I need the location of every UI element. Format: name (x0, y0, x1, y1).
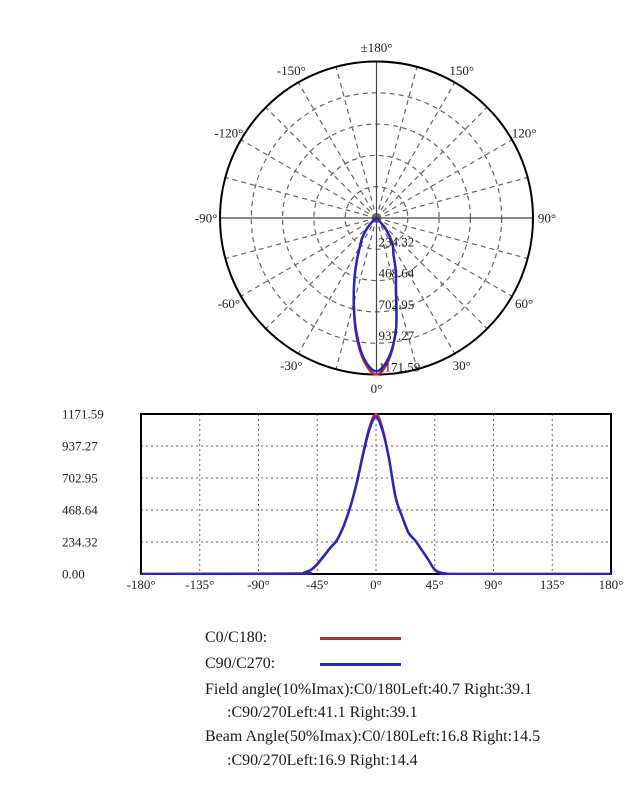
polar-spoke (225, 217, 377, 260)
y-tick-label: 234.32 (62, 534, 98, 549)
beam-angle-c90-text: :C90/270Left:16.9 Right:14.4 (227, 752, 418, 769)
y-tick-label: 1171.59 (62, 407, 104, 422)
polar-angle-label: ±180° (361, 40, 393, 55)
x-tick-label: 180° (599, 577, 624, 592)
x-tick-label: 0° (370, 577, 382, 592)
polar-spoke (376, 106, 488, 219)
polar-angle-label: 150° (449, 63, 474, 78)
polar-angle-label: 30° (453, 358, 471, 373)
polar-chart: 234.32 468.64 702.95 937.27 1171.59 0° 30° 60° 9… (195, 40, 556, 396)
polar-spoke (376, 176, 528, 219)
y-tick-label: 702.95 (62, 471, 98, 486)
x-tick-label: -45° (306, 577, 329, 592)
polar-spoke (240, 217, 377, 297)
y-tick-label: 0.00 (62, 567, 85, 582)
polar-ring-label: 937.27 (379, 328, 415, 343)
x-tick-label: 45° (426, 577, 444, 592)
polar-spoke (376, 139, 513, 219)
x-tick-label: -135° (185, 577, 214, 592)
polar-angle-label: 90° (538, 211, 556, 226)
polar-angle-label: -60° (218, 296, 241, 311)
polar-spoke (297, 217, 378, 354)
legend-c90-line-swatch (320, 663, 401, 666)
polar-spoke (375, 217, 418, 370)
polar-ring-label: 234.32 (379, 234, 415, 249)
x-tick-label: -90° (247, 577, 270, 592)
polar-ring-label: 468.64 (379, 266, 415, 281)
polar-spoke (375, 217, 456, 354)
polar-angle-label: 120° (512, 125, 537, 140)
polar-ring-label: 1171.59 (379, 360, 421, 375)
polar-angle-label: -120° (214, 125, 243, 140)
polar-spoke (335, 66, 378, 219)
legend-c90-label: C90/C270: (205, 655, 276, 672)
polar-spoke (240, 139, 377, 219)
polar-angle-label: -30° (280, 358, 303, 373)
polar-spoke (376, 217, 528, 260)
polar-spoke (376, 217, 513, 297)
intensity-curve-C90-C270 (140, 416, 611, 575)
x-tick-label: 90° (484, 577, 502, 592)
y-tick-label: 937.27 (62, 439, 98, 454)
legend-c0-line-swatch (320, 637, 401, 640)
legend-c0-label: C0/C180: (205, 629, 268, 646)
field-angle-c90-text: :C90/270Left:41.1 Right:39.1 (227, 704, 418, 721)
y-tick-label: 468.64 (62, 502, 98, 517)
intensity-chart: 1171.59 937.27 702.95 468.64 234.32 0.00 -180°… (62, 407, 623, 593)
field-angle-c0-text: Field angle(10%Imax):C0/180Left:40.7 Rig… (205, 681, 533, 698)
polar-angle-label: 60° (515, 296, 533, 311)
polar-angle-label: 0° (371, 381, 383, 396)
polar-spoke (265, 217, 377, 330)
x-tick-label: -180° (126, 577, 155, 592)
polar-spoke (297, 82, 378, 219)
polar-spoke (225, 176, 377, 219)
beam-angle-c0-text: Beam Angle(50%Imax):C0/180Left:16.8 Righ… (205, 728, 541, 745)
x-tick-label: 135° (540, 577, 565, 592)
polar-spoke (375, 82, 456, 219)
polar-spoke (265, 106, 377, 219)
polar-curve-C90-C270 (352, 216, 398, 373)
polar-angle-label: -90° (195, 211, 218, 226)
polar-ring-label: 702.95 (379, 297, 415, 312)
polar-spoke (335, 217, 378, 370)
polar-spoke (376, 217, 488, 330)
polar-spoke (375, 66, 418, 219)
polar-angle-label: -150° (277, 63, 306, 78)
